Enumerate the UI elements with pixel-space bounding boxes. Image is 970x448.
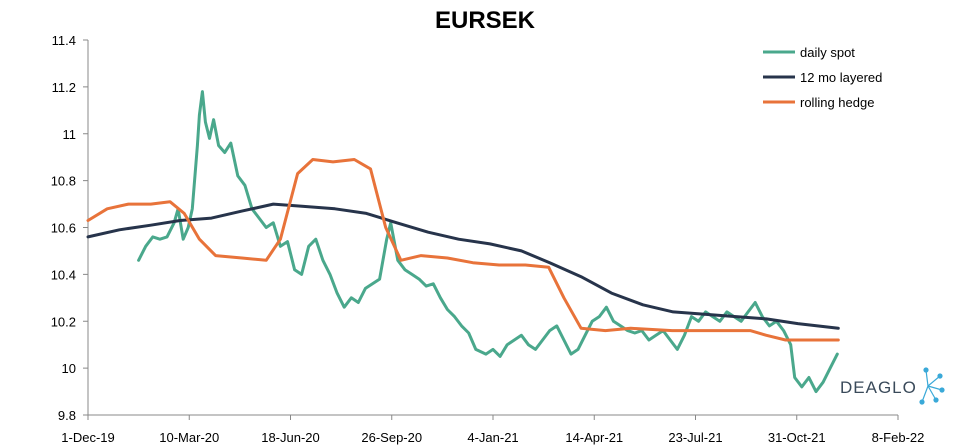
series-line-12-mo-layered: [86, 202, 840, 330]
x-tick-label: 18-Jun-20: [261, 430, 320, 445]
x-tick-label: 4-Jan-21: [467, 430, 518, 445]
x-tick-label: 31-Oct-21: [768, 430, 826, 445]
y-tick-label: 10: [62, 361, 76, 376]
logo-text: DEAGLO: [840, 378, 917, 397]
x-tick-label: 26-Sep-20: [361, 430, 422, 445]
legend-label-12-mo-layered: 12 mo layered: [800, 70, 882, 85]
y-tick-label: 10.8: [51, 174, 76, 189]
series-line-rolling-hedge: [86, 158, 840, 342]
x-tick-label: 14-Apr-21: [565, 430, 623, 445]
deaglo-logo: DEAGLO: [840, 367, 945, 405]
network-icon: [919, 367, 945, 405]
legend-label-rolling-hedge: rolling hedge: [800, 95, 874, 110]
chart-title: EURSEK: [435, 7, 536, 34]
y-tick-label: 10.2: [51, 314, 76, 329]
y-tick-label: 10.6: [51, 221, 76, 236]
x-axis: 1-Dec-19 10-Mar-20 18-Jun-20 26-Sep-20 4-Jan…: [61, 414, 925, 445]
series-line-daily-spot: [137, 90, 839, 394]
x-tick-label: 1-Dec-19: [61, 430, 114, 445]
y-tick-label: 11: [63, 127, 77, 142]
y-tick-label: 11.4: [52, 33, 76, 48]
series-lines: [86, 90, 840, 394]
y-tick-label: 9.8: [58, 408, 76, 423]
y-tick-label: 11.2: [52, 80, 76, 95]
legend-label-daily-spot: daily spot: [800, 45, 855, 60]
x-tick-label: 10-Mar-20: [159, 430, 219, 445]
x-tick-label: 23-Jul-21: [668, 430, 722, 445]
x-tick-label: 8-Feb-22: [872, 430, 925, 445]
legend: daily spot 12 mo layered rolling hedge: [763, 45, 882, 110]
y-axis: 9.8 10 10.2 10.4 10.6 10.8 11 11.2 11.4: [51, 33, 89, 423]
y-tick-label: 10.4: [51, 267, 76, 282]
